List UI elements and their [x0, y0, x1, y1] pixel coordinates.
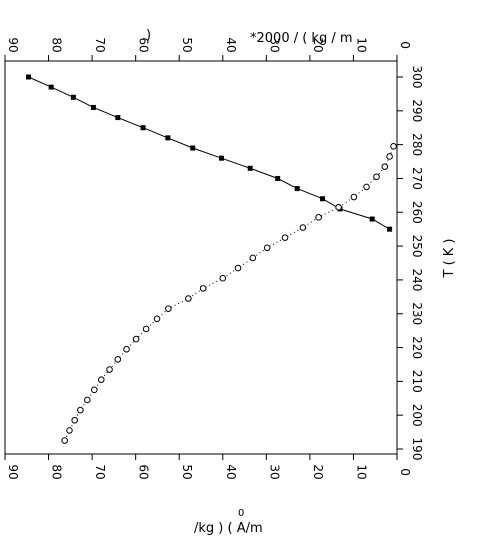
series-2-point	[390, 143, 397, 150]
series-2-point	[77, 406, 84, 414]
series-2-point	[106, 366, 113, 373]
series-2-point	[299, 224, 307, 231]
series-1-point	[369, 216, 375, 222]
x-tick-label-bottom: 50	[180, 464, 194, 479]
series-2-point	[373, 173, 380, 181]
series-2-point	[66, 427, 73, 434]
series-1-point	[26, 74, 32, 80]
series-2-point	[84, 396, 91, 404]
x-ticks-top: 90 80 70 60 50 40 30 20 10 0	[4, 37, 412, 61]
series-1-point	[275, 175, 281, 181]
series-1-point	[48, 84, 54, 90]
y-tick-label: 270	[410, 167, 424, 190]
series-1-line	[28, 76, 390, 230]
x-tick-label-top: 60	[137, 37, 151, 52]
y-tick-label: 280	[410, 133, 424, 156]
series-1-point	[70, 94, 76, 100]
y-tick-label: 220	[410, 336, 424, 359]
x-tick-label-top: 70	[93, 37, 107, 52]
x-axis-label-top-fragment: )	[146, 28, 151, 43]
series-2-point	[219, 274, 227, 282]
x-tick-label-top: 20	[311, 37, 325, 52]
y-ticks: 190 200 210 220 230 240 250 260 270 280 290 300	[397, 66, 424, 461]
y-axis-label: T ( K )	[442, 238, 457, 278]
x-tick-label-bottom: 60	[137, 464, 151, 479]
series-2-point	[114, 356, 122, 363]
series-2-point	[249, 254, 257, 262]
series-2-point	[123, 345, 130, 353]
x-tick-label-bottom: 70	[93, 464, 107, 479]
x-tick-label-bottom: 20	[311, 464, 325, 479]
x-tick-label-bottom: 90	[6, 464, 20, 479]
series-1-point	[140, 125, 146, 131]
series-2-point	[199, 285, 207, 292]
series-2-point	[363, 183, 370, 191]
series-2-point	[61, 437, 68, 444]
x-tick-label-bottom: 0	[398, 468, 412, 476]
plot-frame	[4, 60, 398, 455]
series-1-point	[247, 165, 253, 171]
x-tick-label-top: 40	[224, 37, 238, 52]
series-2-point	[153, 315, 161, 323]
series-2-point	[335, 203, 342, 211]
series-2-point	[132, 335, 140, 343]
y-tick-label: 300	[410, 66, 424, 89]
y-tick-label: 200	[410, 404, 424, 427]
x-tick-label-top: 80	[50, 37, 64, 52]
series-1-point	[165, 135, 171, 141]
series-2-point	[234, 264, 242, 272]
series-2-point	[263, 244, 271, 252]
series-2-point	[165, 305, 172, 312]
series-2-point	[386, 153, 393, 160]
y-tick-label: 210	[410, 370, 424, 393]
series-2-point	[71, 416, 78, 424]
x-axis-label-bottom: /kg ) ( A/m	[194, 521, 263, 536]
y-tick-label: 240	[410, 268, 424, 291]
x-tick-label-bottom: 40	[224, 464, 238, 479]
series-2-line	[64, 146, 394, 441]
series-1-point	[218, 155, 224, 161]
x-axis-label-top: *2000 / ( kg / m	[250, 31, 353, 46]
x-tick-label-bottom: 10	[354, 464, 368, 479]
series-1-point	[90, 104, 96, 110]
x-tick-label-top: 10	[354, 37, 368, 52]
x-axis-label-bottom-superscript: 0	[238, 508, 244, 519]
series-2-point	[350, 193, 358, 201]
series-2-point	[142, 325, 150, 333]
x-tick-label-top: 30	[267, 37, 281, 52]
series-2-point	[315, 214, 322, 221]
series-1-point	[115, 115, 121, 121]
x-tick-label-top: 90	[6, 37, 20, 52]
y-tick-label: 250	[410, 235, 424, 258]
y-tick-label: 230	[410, 302, 424, 325]
series-1-point	[320, 196, 326, 202]
y-tick-label: 290	[410, 99, 424, 122]
series-1-point	[294, 186, 300, 192]
series-2-point	[381, 163, 389, 170]
series-2-point	[97, 376, 105, 383]
x-tick-label-top: 50	[180, 37, 194, 52]
series-2-point	[281, 234, 289, 241]
series-1-point	[387, 226, 393, 232]
y-tick-label: 260	[410, 201, 424, 224]
series-2-point	[185, 295, 192, 302]
x-tick-label-bottom: 80	[50, 464, 64, 479]
x-tick-label-top: 0	[398, 41, 412, 49]
x-tick-label-bottom: 30	[267, 464, 281, 479]
series-1-point	[190, 145, 196, 151]
y-tick-label: 190	[410, 438, 424, 461]
series-2-point	[90, 386, 98, 394]
x-ticks-bottom: 90 80 70 60 50 40 30 20 10 0	[4, 454, 412, 480]
series-layer	[26, 74, 397, 444]
